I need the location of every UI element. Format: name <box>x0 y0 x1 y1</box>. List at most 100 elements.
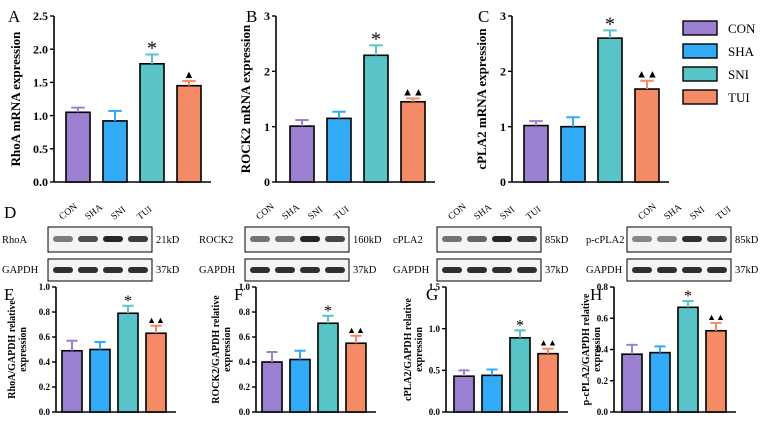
significance-star: * <box>684 288 692 305</box>
y-tick-label: 0.4 <box>597 345 609 355</box>
bar-sha <box>560 125 586 183</box>
y-tick-label: 0.0 <box>33 175 48 189</box>
y-axis-label: RhoA/GAPDH relativeexpression <box>7 300 29 399</box>
panel-letter: C <box>478 7 489 26</box>
significance-star: * <box>324 303 332 320</box>
protein-band <box>78 236 98 242</box>
protein-label: p-cPLA2 <box>586 235 625 246</box>
gapdh-weight-label: 37kD <box>353 265 377 276</box>
y-axis-label: cPLA2 mRNA expression <box>474 28 489 170</box>
lane-label: SNI <box>689 205 707 222</box>
molecular-weight-label: 21kD <box>156 235 180 246</box>
legend-swatch-con <box>682 20 718 36</box>
bar-sha <box>481 374 503 413</box>
bar-sha <box>649 351 671 413</box>
y-tick-label: 2 <box>500 65 506 79</box>
y-tick-label: 1.0 <box>33 109 48 123</box>
y-tick-label: 1.0 <box>429 324 441 334</box>
bar-sni <box>117 312 139 413</box>
protein-band <box>517 236 537 242</box>
chart-panel-h: Hp-cPLA2/GAPDH relativeexpression 0.0 0.2 0… <box>581 282 736 417</box>
gapdh-band <box>300 267 320 273</box>
lane-label: SNI <box>307 205 325 222</box>
gapdh-band <box>103 267 123 273</box>
chart-panel-a: A RhoA mRNA expression 0.0 0.5 1.0 1.5 2.0 2.5 *… <box>8 7 211 189</box>
legend: CON SHA SNI TUI <box>682 20 756 105</box>
y-axis-label-line: ROCK2/GAPDH relative <box>211 295 222 404</box>
y-tick-label: 0.6 <box>239 332 251 342</box>
gapdh-band <box>250 267 270 273</box>
lane-label: TUI <box>333 205 352 223</box>
legend-swatch-tui <box>682 89 718 105</box>
blot-rhoa: CON SHA SNI TUI RhoA 21kD GAPDH 37kD <box>2 202 180 282</box>
protein-band <box>103 236 123 242</box>
y-axis-label: cPLA2/GAPDH relativeexpression <box>403 298 425 401</box>
significance-triangles: ▲▲ <box>147 315 165 325</box>
lane-label: CON <box>447 202 469 222</box>
bar-tui <box>400 100 426 183</box>
y-tick-label: 1 <box>500 120 506 134</box>
y-axis-label-line: p-cPLA2/GAPDH relative <box>581 293 592 405</box>
bar-sni <box>597 37 623 183</box>
gapdh-band <box>467 267 487 273</box>
bar-sha <box>89 348 111 413</box>
y-tick-label: 0.5 <box>33 142 48 156</box>
protein-band <box>682 236 702 242</box>
gapdh-band <box>632 267 652 273</box>
legend-label-sha: SHA <box>728 44 755 59</box>
panel-letter: A <box>8 7 21 26</box>
legend-label-tui: TUI <box>728 90 750 105</box>
gapdh-band <box>707 267 727 273</box>
y-tick-label: 0.4 <box>39 357 51 367</box>
y-axis-label-line: expression <box>222 327 233 372</box>
protein-band <box>325 236 345 242</box>
significance-triangles: ▲▲ <box>707 312 725 322</box>
bar-sha <box>326 117 352 183</box>
molecular-weight-label: 85kD <box>545 235 569 246</box>
significance-triangles: ▲▲ <box>539 338 557 348</box>
bar-tui <box>634 88 660 183</box>
y-axis-label: ROCK2 mRNA expression <box>238 24 253 173</box>
protein-label: ROCK2 <box>199 235 233 246</box>
y-tick-label: 0.8 <box>39 307 51 317</box>
y-tick-label: 0.8 <box>239 307 251 317</box>
bar-sni <box>677 306 699 413</box>
lane-label: SHA <box>281 203 302 223</box>
y-tick-label: 1 <box>264 120 270 134</box>
lane-label: CON <box>58 202 80 222</box>
bar-tui <box>145 332 167 413</box>
protein-band <box>53 236 73 242</box>
significance-star: * <box>124 293 132 310</box>
gapdh-weight-label: 37kD <box>156 265 180 276</box>
bar-sni <box>509 337 531 413</box>
y-tick-label: 0.6 <box>597 313 609 323</box>
protein-band <box>657 236 677 242</box>
molecular-weight-label: 160kD <box>353 235 382 246</box>
protein-band <box>492 236 512 242</box>
significance-triangles: ▲▲ <box>636 69 658 81</box>
lane-label: SHA <box>84 203 105 223</box>
significance-star: * <box>516 317 524 334</box>
bar-con <box>261 361 283 413</box>
protein-label: cPLA2 <box>393 235 423 246</box>
y-tick-label: 0.0 <box>597 407 609 417</box>
gapdh-weight-label: 37kD <box>545 265 569 276</box>
molecular-weight-label: 85kD <box>735 235 759 246</box>
significance-triangles: ▲▲ <box>402 86 424 98</box>
significance-star: * <box>371 28 381 50</box>
blot-membrane-gapdh <box>47 258 153 282</box>
gapdh-band <box>657 267 677 273</box>
protein-band <box>442 236 462 242</box>
y-tick-label: 0 <box>500 175 506 189</box>
y-tick-label: 1.5 <box>429 282 441 292</box>
bar-tui <box>705 329 727 413</box>
bar-sha <box>289 358 311 413</box>
gapdh-label: GAPDH <box>393 265 430 276</box>
gapdh-band <box>53 267 73 273</box>
